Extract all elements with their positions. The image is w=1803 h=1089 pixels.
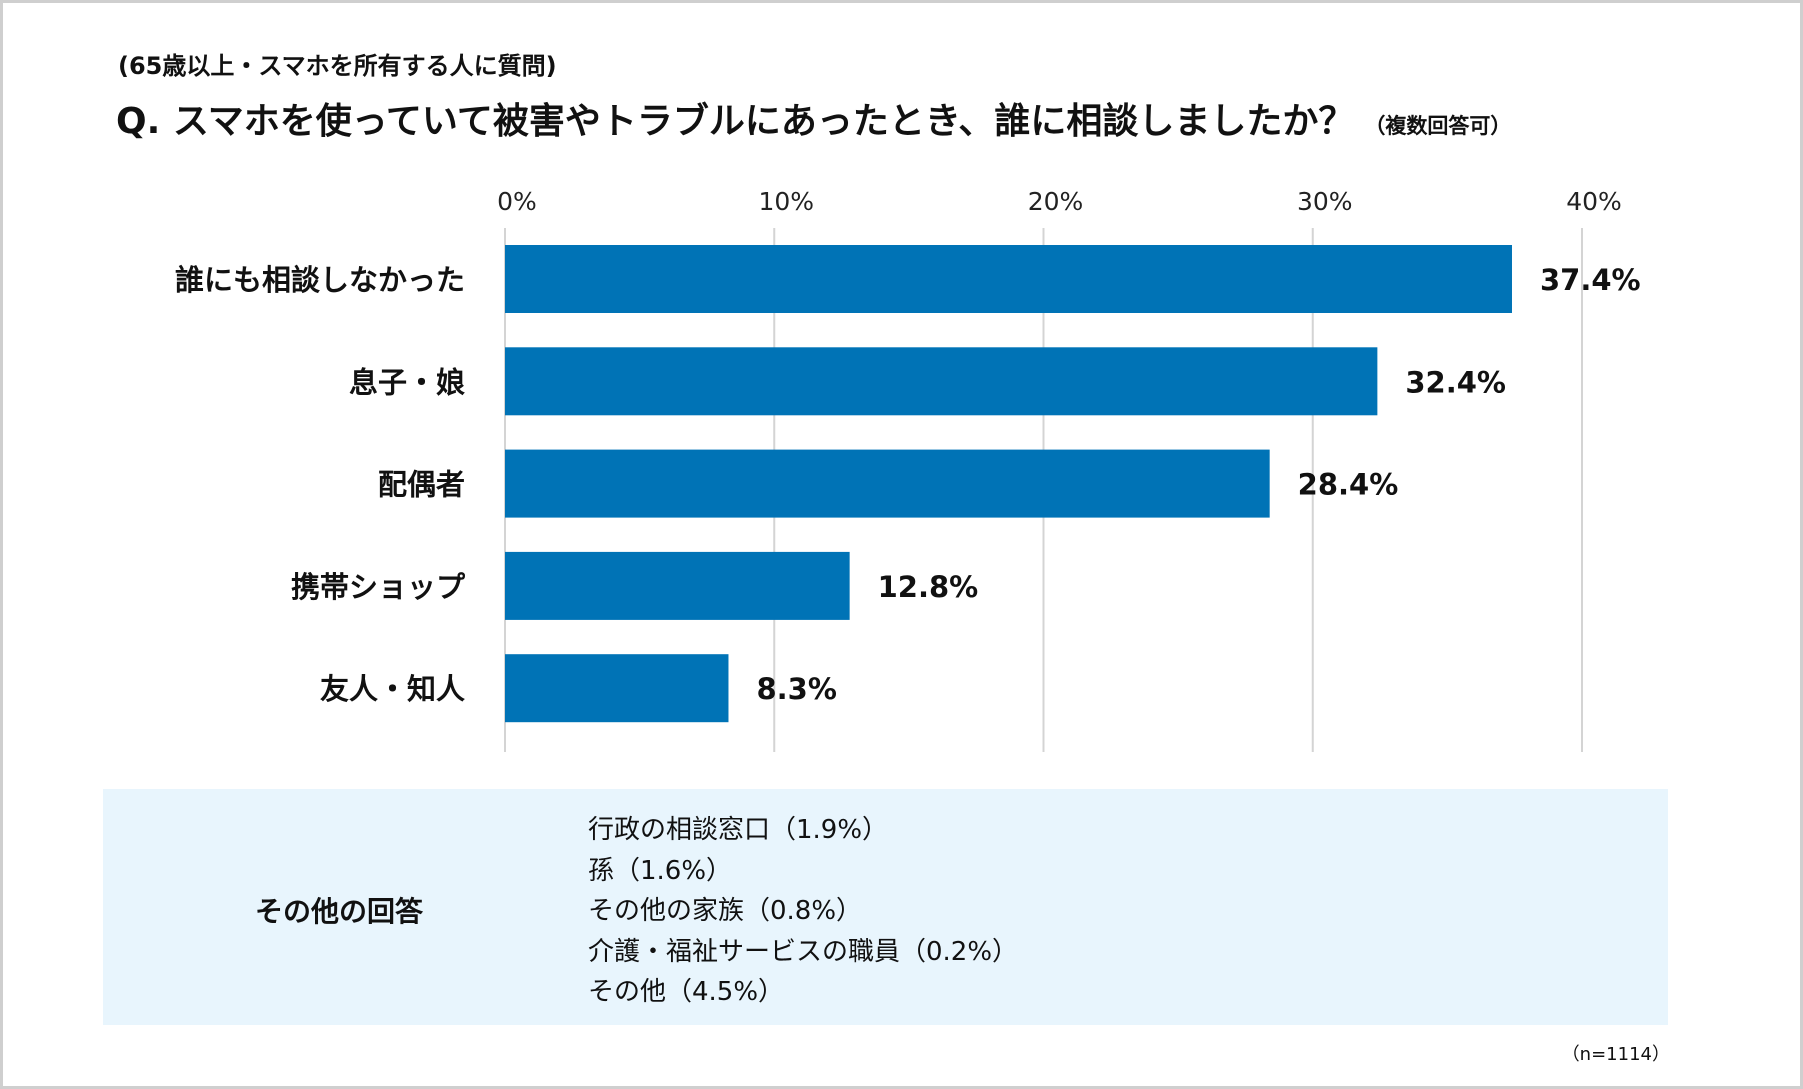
other-answer-item: その他（4.5%）	[588, 977, 785, 1007]
chart-subtitle: (65歳以上・スマホを所有する人に質問)	[118, 52, 557, 80]
title-text: Q. スマホを使っていて被害やトラブルにあったとき、誰に相談しましたか？	[116, 101, 1355, 142]
other-answers-box	[103, 789, 1668, 1025]
chart-title: Q. スマホを使っていて被害やトラブルにあったとき、誰に相談しましたか？ （複数回…	[116, 92, 1511, 144]
bar	[505, 347, 1378, 416]
category-label: 携帯ショップ	[291, 570, 466, 604]
other-answer-item: その他の家族（0.8%）	[588, 896, 863, 926]
bar	[505, 551, 850, 620]
value-label: 12.8%	[878, 570, 979, 604]
x-tick-label: 40%	[1566, 187, 1622, 216]
category-label: 誰にも相談しなかった	[175, 263, 465, 297]
other-answer-item: 孫（1.6%）	[588, 855, 733, 886]
bar	[505, 245, 1512, 313]
category-label: 友人・知人	[320, 672, 465, 706]
bar	[505, 449, 1270, 518]
other-answers-label: その他の回答	[255, 895, 424, 928]
title-note: （複数回答可）	[1364, 114, 1512, 138]
sample-size: （n=1114）	[1561, 1044, 1670, 1065]
value-label: 37.4%	[1540, 263, 1641, 297]
category-label: 息子・娘	[349, 365, 465, 399]
other-answers-list: 行政の相談窓口（1.9%） 孫（1.6%） その他の家族（0.8%） 介護・福祉…	[588, 810, 1018, 1013]
value-label: 32.4%	[1405, 365, 1506, 399]
value-label: 28.4%	[1298, 468, 1399, 502]
other-answer-item: 行政の相談窓口（1.9%）	[588, 815, 889, 845]
x-tick-label: 0%	[497, 187, 537, 216]
bar	[505, 654, 729, 723]
x-tick-label: 10%	[758, 187, 814, 216]
bar-chart: 0% 10% 20% 30% 40% 誰にも相談しなかった 37.4% 息子・娘 32.4% 配偶…	[175, 187, 1641, 752]
x-tick-label: 20%	[1028, 187, 1084, 216]
value-label: 8.3%	[756, 672, 836, 706]
x-tick-label: 30%	[1297, 187, 1353, 216]
category-label: 配偶者	[378, 468, 465, 502]
other-answer-item: 介護・福祉サービスの職員（0.2%）	[588, 936, 1019, 967]
